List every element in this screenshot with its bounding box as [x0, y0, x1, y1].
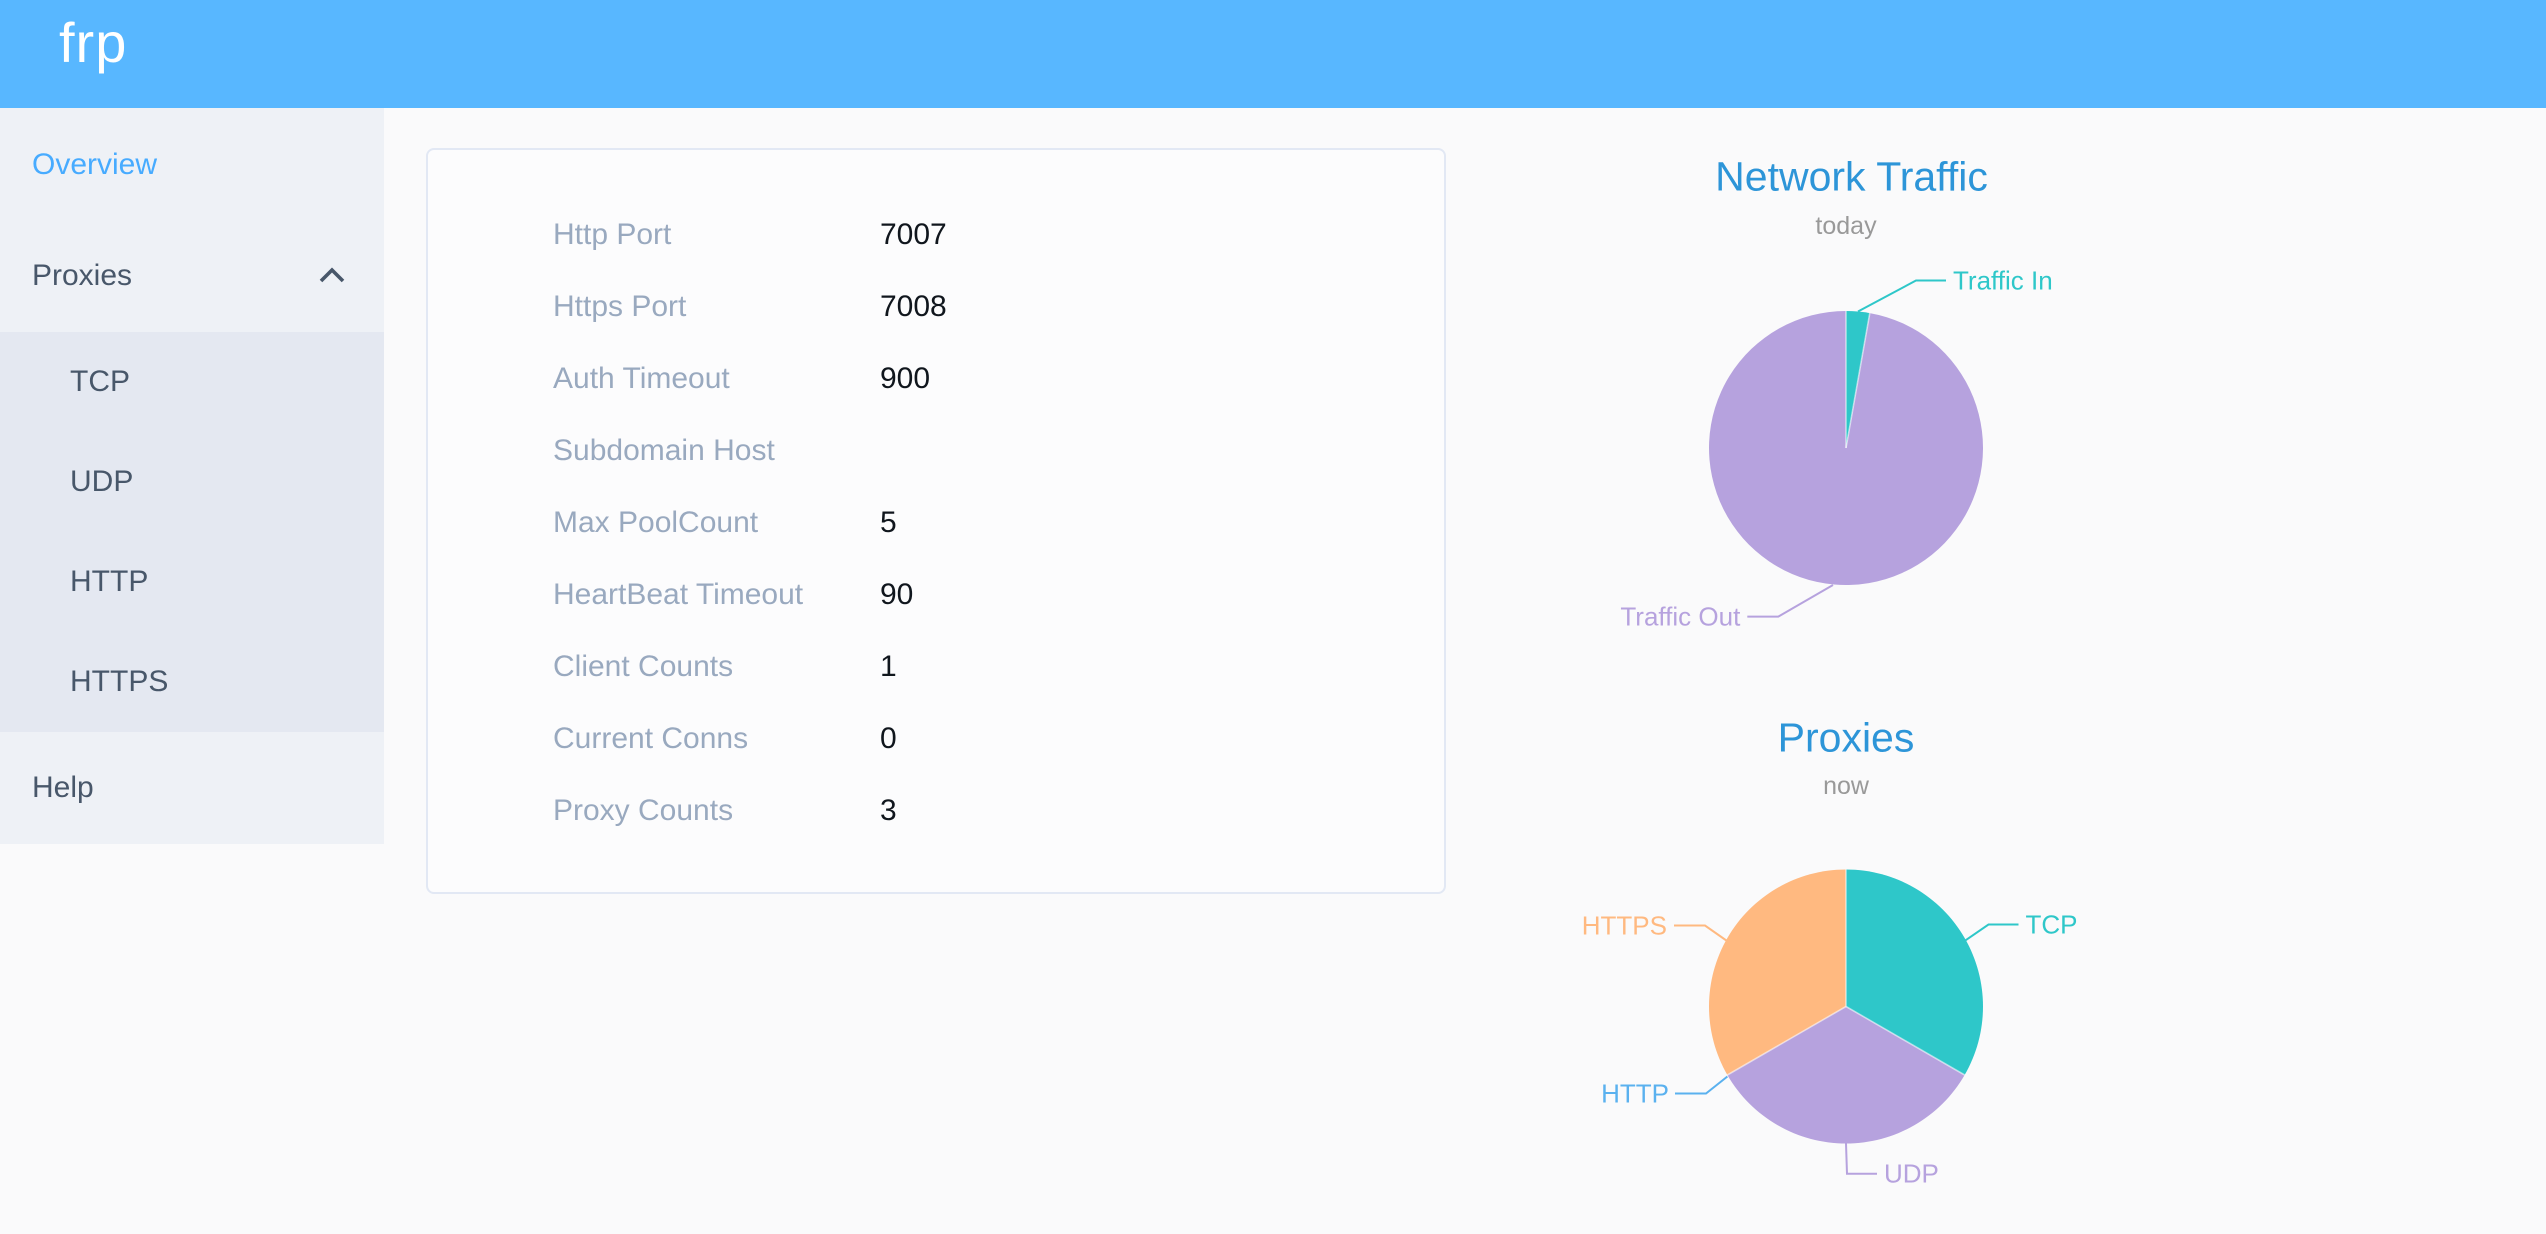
svg-text:now: now	[1823, 772, 1870, 800]
svg-text:Network Traffic: Network Traffic	[1715, 154, 1988, 200]
svg-text:UDP: UDP	[1884, 1159, 1939, 1189]
svg-text:Proxies: Proxies	[1778, 715, 1915, 761]
svg-text:Traffic Out: Traffic Out	[1620, 602, 1741, 632]
svg-text:today: today	[1815, 212, 1877, 240]
svg-text:HTTPS: HTTPS	[1582, 911, 1667, 941]
svg-text:TCP: TCP	[2026, 910, 2078, 940]
svg-text:Traffic In: Traffic In	[1953, 266, 2053, 296]
svg-text:HTTP: HTTP	[1601, 1079, 1669, 1109]
